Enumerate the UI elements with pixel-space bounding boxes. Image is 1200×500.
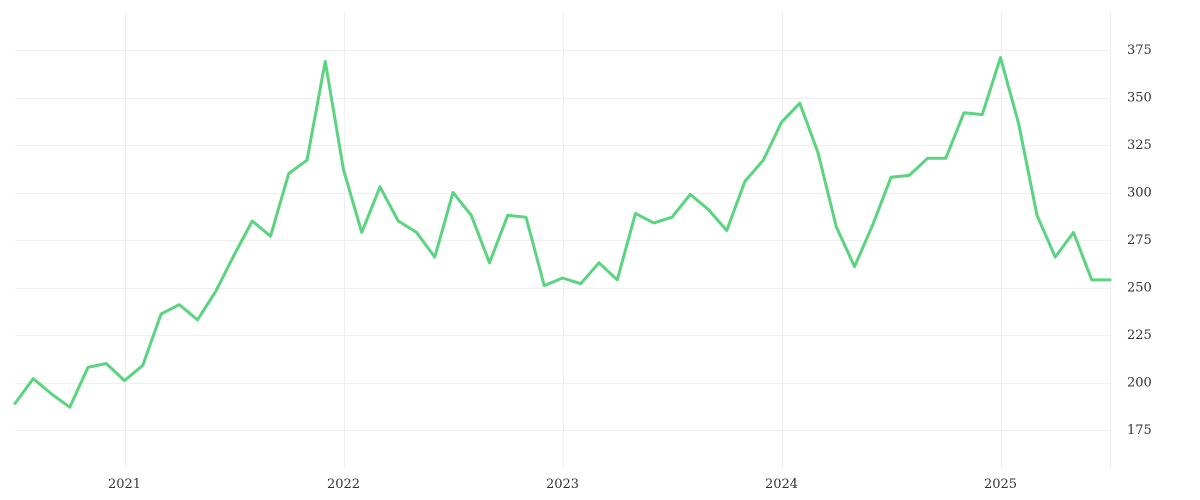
y-tick-label-200: 200 (1127, 376, 1152, 391)
y-tick-label-250: 250 (1127, 281, 1152, 296)
y-tick-label-350: 350 (1127, 91, 1152, 106)
y-tick-label-300: 300 (1127, 186, 1152, 201)
y-tick-label-225: 225 (1127, 328, 1152, 343)
x-tick-label-2024: 2024 (765, 477, 798, 492)
y-tick-label-275: 275 (1127, 233, 1152, 248)
x-tick-label-2021: 2021 (108, 477, 141, 492)
y-tick-labels: 175 200 225 250 275 300 325 350 375 (1127, 43, 1152, 438)
y-tick-label-175: 175 (1127, 423, 1152, 438)
x-tick-labels: 2021 2022 2023 2024 2025 (108, 477, 1017, 492)
y-tick-label-325: 325 (1127, 138, 1152, 153)
x-tick-label-2022: 2022 (327, 477, 360, 492)
y-gridlines (15, 50, 1110, 431)
series-line-0 (13, 56, 1112, 409)
x-tick-label-2025: 2025 (984, 477, 1017, 492)
x-tick-label-2023: 2023 (546, 477, 579, 492)
y-tick-label-375: 375 (1127, 43, 1152, 58)
series-layer (13, 56, 1112, 409)
